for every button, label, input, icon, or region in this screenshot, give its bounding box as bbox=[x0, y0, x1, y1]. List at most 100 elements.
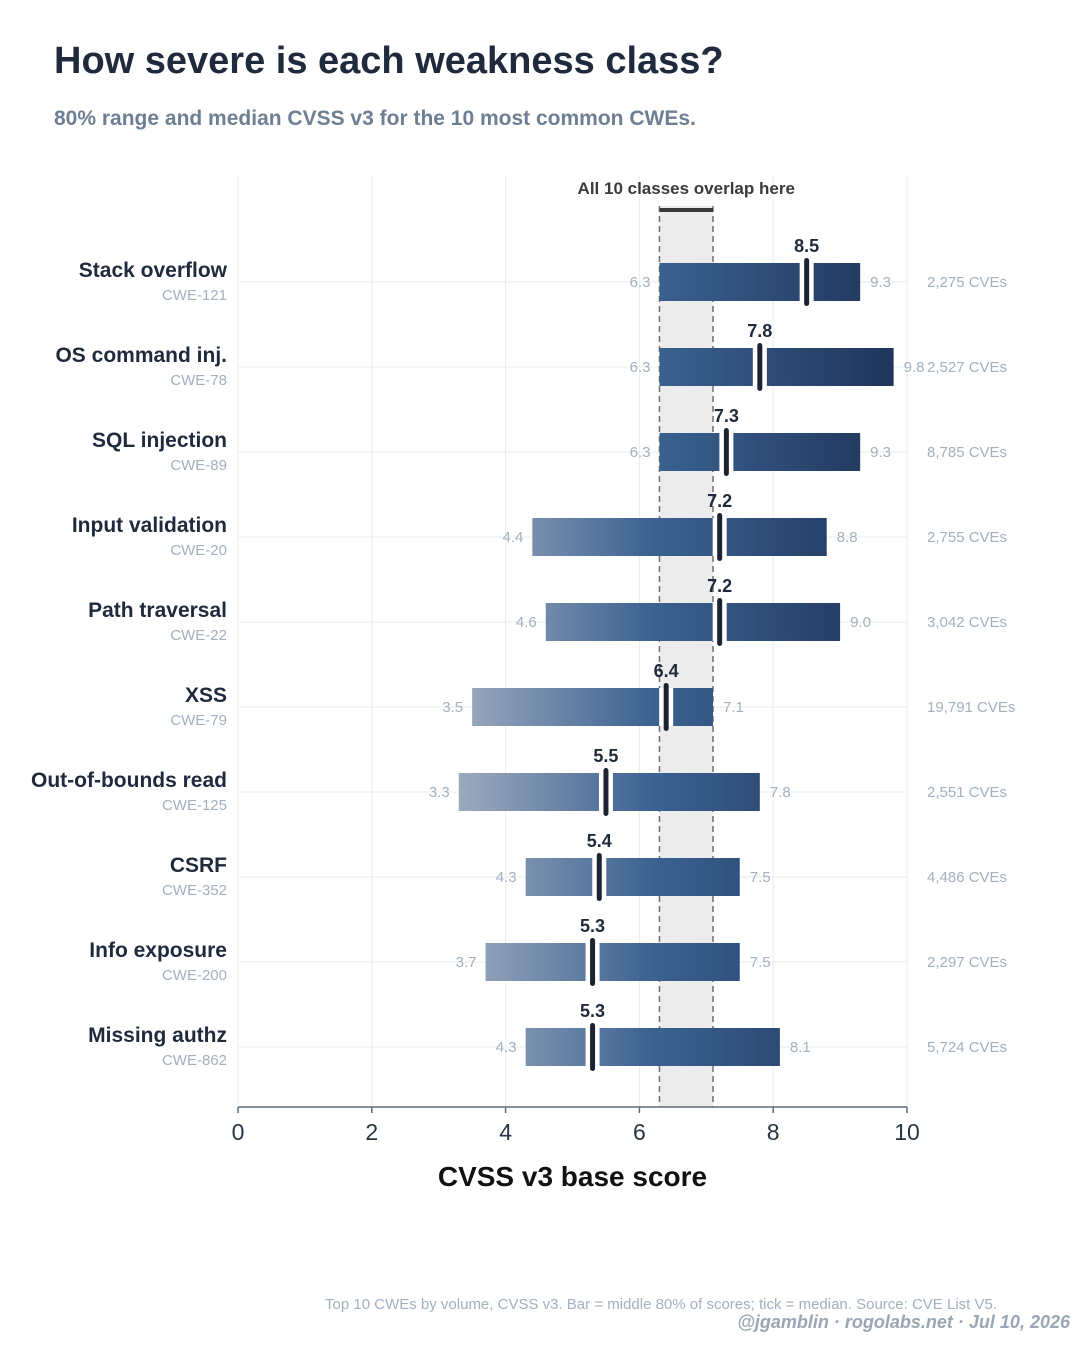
count-label: 2,755 CVEs bbox=[927, 529, 1007, 546]
median-label: 7.2 bbox=[707, 576, 732, 596]
row-label: Missing authz bbox=[88, 1024, 227, 1047]
median-label: 7.8 bbox=[747, 321, 772, 341]
range-bar bbox=[532, 518, 827, 556]
high-label: 9.0 bbox=[850, 614, 871, 631]
low-label: 3.3 bbox=[429, 784, 450, 801]
chart-caption: Top 10 CWEs by volume, CVSS v3. Bar = mi… bbox=[325, 1296, 997, 1313]
high-label: 7.1 bbox=[723, 699, 744, 716]
median-tick bbox=[717, 598, 723, 646]
row-label: OS command inj. bbox=[55, 344, 227, 367]
high-label: 7.5 bbox=[750, 954, 771, 971]
range-bar bbox=[485, 943, 740, 981]
row-label: Path traversal bbox=[88, 599, 227, 622]
row-cwe-label: CWE-121 bbox=[162, 287, 227, 304]
high-label: 9.8 bbox=[904, 359, 925, 376]
low-label: 6.3 bbox=[630, 444, 651, 461]
median-tick bbox=[663, 683, 669, 731]
low-label: 4.6 bbox=[516, 614, 537, 631]
low-label: 3.5 bbox=[442, 699, 463, 716]
row-cwe-label: CWE-89 bbox=[170, 457, 227, 474]
chart-subtitle: 80% range and median CVSS v3 for the 10 … bbox=[54, 107, 696, 130]
median-tick bbox=[590, 1023, 596, 1071]
count-label: 2,297 CVEs bbox=[927, 954, 1007, 971]
count-label: 4,486 CVEs bbox=[927, 869, 1007, 886]
chart-title: How severe is each weakness class? bbox=[54, 40, 724, 82]
chart-row: Input validation CWE-20 7.2 4.4 8.8 2,755 CVE… bbox=[72, 491, 1007, 561]
high-label: 9.3 bbox=[870, 444, 891, 461]
row-label: SQL injection bbox=[92, 429, 227, 452]
row-label: Stack overflow bbox=[79, 259, 228, 282]
x-tick-label: 10 bbox=[894, 1119, 920, 1145]
count-label: 8,785 CVEs bbox=[927, 444, 1007, 461]
x-tick-label: 2 bbox=[365, 1119, 378, 1145]
row-label: Input validation bbox=[72, 514, 227, 537]
median-label: 7.3 bbox=[714, 406, 739, 426]
row-label: Info exposure bbox=[89, 939, 227, 962]
range-bar bbox=[545, 603, 841, 641]
median-label: 5.4 bbox=[587, 831, 612, 851]
count-label: 2,527 CVEs bbox=[927, 359, 1007, 376]
median-tick bbox=[590, 938, 596, 986]
x-tick-label: 8 bbox=[767, 1119, 780, 1145]
high-label: 7.5 bbox=[750, 869, 771, 886]
count-label: 19,791 CVEs bbox=[927, 699, 1015, 716]
high-label: 8.8 bbox=[837, 529, 858, 546]
chart-row: Path traversal CWE-22 7.2 4.6 9.0 3,042 CVEs bbox=[88, 576, 1007, 646]
high-label: 7.8 bbox=[770, 784, 791, 801]
row-label: CSRF bbox=[170, 854, 227, 877]
row-cwe-label: CWE-125 bbox=[162, 797, 227, 814]
overlap-band-label: All 10 classes overlap here bbox=[578, 179, 795, 198]
count-label: 2,551 CVEs bbox=[927, 784, 1007, 801]
low-label: 3.7 bbox=[456, 954, 477, 971]
row-cwe-label: CWE-22 bbox=[170, 627, 227, 644]
range-bar bbox=[525, 1028, 780, 1066]
low-label: 4.3 bbox=[496, 869, 517, 886]
x-tick-label: 0 bbox=[232, 1119, 245, 1145]
x-tick-label: 4 bbox=[499, 1119, 512, 1145]
median-tick bbox=[596, 853, 602, 901]
x-axis-title: CVSS v3 base score bbox=[438, 1161, 707, 1192]
row-cwe-label: CWE-200 bbox=[162, 967, 227, 984]
chart-row: Stack overflow CWE-121 8.5 6.3 9.3 2,275 CVEs bbox=[79, 236, 1007, 306]
range-bar bbox=[659, 263, 861, 301]
median-label: 5.3 bbox=[580, 1001, 605, 1021]
median-label: 8.5 bbox=[794, 236, 819, 256]
count-label: 5,724 CVEs bbox=[927, 1039, 1007, 1056]
chart-row: Missing authz CWE-862 5.3 4.3 8.1 5,724 CVEs bbox=[88, 1001, 1007, 1071]
row-cwe-label: CWE-79 bbox=[170, 712, 227, 729]
row-label: Out-of-bounds read bbox=[31, 769, 227, 792]
x-axis: 0 2 4 6 8 10 CVSS v3 base score bbox=[232, 1106, 920, 1192]
row-cwe-label: CWE-862 bbox=[162, 1052, 227, 1069]
median-label: 5.3 bbox=[580, 916, 605, 936]
range-bar bbox=[659, 433, 861, 471]
median-tick bbox=[723, 428, 729, 476]
chart-row: Out-of-bounds read CWE-125 5.5 3.3 7.8 2,551 … bbox=[31, 746, 1007, 816]
range-bar bbox=[472, 688, 713, 726]
chart-row: OS command inj. CWE-78 7.8 6.3 9.8 2,527 CVEs bbox=[55, 321, 1007, 391]
median-tick bbox=[804, 258, 810, 306]
high-label: 8.1 bbox=[790, 1039, 811, 1056]
chart-row: SQL injection CWE-89 7.3 6.3 9.3 8,785 CVEs bbox=[92, 406, 1007, 476]
low-label: 6.3 bbox=[630, 359, 651, 376]
count-label: 2,275 CVEs bbox=[927, 274, 1007, 291]
row-label: XSS bbox=[185, 684, 227, 707]
row-cwe-label: CWE-78 bbox=[170, 372, 227, 389]
chart-rows: Stack overflow CWE-121 8.5 6.3 9.3 2,275 CVEs… bbox=[31, 236, 1015, 1071]
row-cwe-label: CWE-20 bbox=[170, 542, 227, 559]
low-label: 4.3 bbox=[496, 1039, 517, 1056]
chart-row: XSS CWE-79 6.4 3.5 7.1 19,791 CVEs bbox=[170, 661, 1015, 731]
chart-row: CSRF CWE-352 5.4 4.3 7.5 4,486 CVEs bbox=[162, 831, 1007, 901]
median-label: 6.4 bbox=[654, 661, 679, 681]
count-label: 3,042 CVEs bbox=[927, 614, 1007, 631]
x-tick-label: 6 bbox=[633, 1119, 646, 1145]
median-label: 7.2 bbox=[707, 491, 732, 511]
low-label: 4.4 bbox=[503, 529, 524, 546]
chart-credit: @jgamblin · rogolabs.net · Jul 10, 2026 bbox=[737, 1312, 1070, 1332]
range-bar bbox=[659, 348, 894, 386]
median-tick bbox=[717, 513, 723, 561]
range-bar bbox=[525, 858, 740, 896]
row-cwe-label: CWE-352 bbox=[162, 882, 227, 899]
high-label: 9.3 bbox=[870, 274, 891, 291]
low-label: 6.3 bbox=[630, 274, 651, 291]
